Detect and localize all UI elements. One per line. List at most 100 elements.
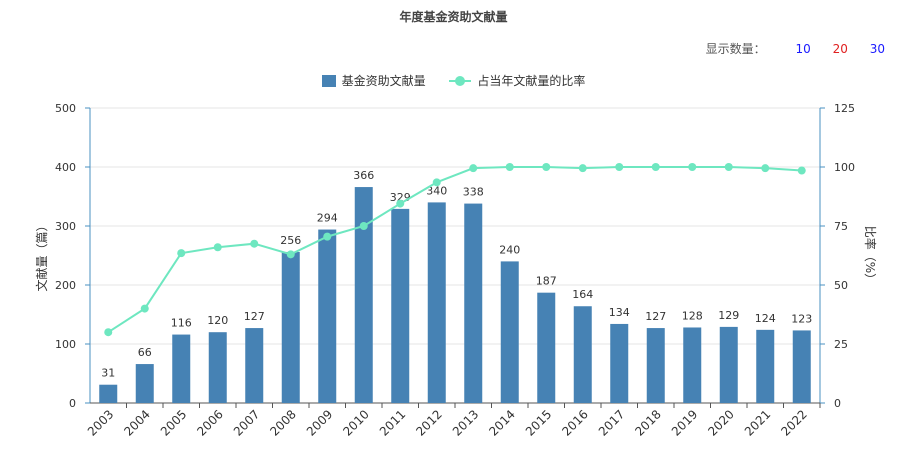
y-left-tick-label: 200: [55, 279, 76, 292]
bar-data-label: 134: [609, 306, 630, 319]
bar-data-label: 31: [101, 367, 115, 380]
ratio-point: [542, 163, 551, 171]
bar-data-label: 127: [645, 310, 666, 323]
ratio-point: [213, 243, 222, 252]
display-count-option-30[interactable]: 30: [869, 42, 885, 56]
bar-data-label: 187: [536, 275, 557, 288]
bar: [427, 202, 446, 403]
ratio-point: [250, 239, 259, 248]
y-left-axis-title: 文献量（篇）: [34, 219, 49, 291]
legend-line-label: 占当年文献量的比率: [477, 74, 586, 88]
ratio-point: [140, 304, 149, 313]
chart-legend: 基金资助文献量 占当年文献量的比率: [0, 72, 907, 89]
x-tick-label: 2015: [523, 407, 554, 438]
bar-data-label: 338: [463, 186, 484, 199]
bar: [391, 208, 410, 403]
bar: [719, 326, 738, 403]
bar: [683, 327, 702, 403]
bar-data-label: 123: [791, 312, 812, 325]
display-count-label: 显示数量：: [705, 42, 766, 56]
x-tick-label: 2005: [158, 407, 189, 438]
y-right-tick-label: 100: [834, 161, 855, 174]
x-tick-label: 2012: [413, 407, 444, 438]
ratio-point: [359, 222, 368, 230]
legend-item-bar[interactable]: 基金资助文献量: [321, 72, 426, 89]
x-tick-label: 2016: [559, 407, 590, 438]
x-tick-label: 2010: [340, 407, 371, 438]
x-tick-label: 2021: [742, 407, 773, 438]
bar-data-label: 366: [353, 169, 374, 182]
ratio-point: [505, 163, 514, 171]
x-tick-label: 2020: [705, 407, 736, 438]
y-right-tick-label: 75: [834, 220, 848, 233]
ratio-point: [104, 328, 113, 337]
x-tick-label: 2018: [632, 407, 663, 438]
bar: [281, 251, 300, 403]
bar: [756, 329, 775, 403]
x-tick-label: 2004: [121, 407, 152, 438]
x-tick-label: 2006: [194, 407, 225, 438]
legend-line-swatch: [449, 75, 472, 87]
x-tick-label: 2014: [486, 407, 517, 438]
bar: [354, 187, 373, 403]
bar: [537, 292, 556, 403]
x-tick-label: 2003: [85, 407, 116, 438]
ratio-point: [615, 163, 624, 171]
ratio-point: [797, 166, 806, 175]
chart-title: 年度基金资助文献量: [399, 10, 508, 24]
y-right-tick-label: 0: [834, 397, 841, 410]
bar: [99, 384, 118, 403]
display-count-control: 显示数量： 10 20 30: [706, 40, 885, 57]
y-right-tick-label: 50: [834, 279, 848, 292]
bar-data-label: 127: [244, 310, 265, 323]
ratio-point: [396, 199, 405, 208]
x-tick-label: 2013: [450, 407, 481, 438]
ratio-point: [469, 164, 478, 173]
ratio-point: [177, 249, 186, 258]
bar: [792, 330, 811, 403]
y-right-tick-label: 25: [834, 338, 848, 351]
bar: [573, 306, 592, 403]
ratio-point: [432, 178, 441, 187]
x-tick-label: 2009: [304, 407, 335, 438]
x-tick-label: 2007: [231, 407, 262, 438]
ratio-point: [724, 163, 733, 171]
ratio-point: [578, 164, 587, 173]
bar-data-label: 240: [499, 243, 520, 256]
bar-data-label: 294: [317, 212, 338, 225]
bar: [172, 334, 191, 403]
bar-data-label: 128: [682, 309, 703, 322]
bar: [500, 261, 519, 403]
bar-data-label: 164: [572, 288, 593, 301]
legend-bar-swatch: [321, 75, 336, 87]
ratio-point: [286, 250, 295, 259]
y-left-tick-label: 300: [55, 220, 76, 233]
bar-data-label: 340: [426, 184, 447, 197]
x-tick-label: 2022: [778, 407, 809, 438]
bar: [646, 328, 665, 403]
bar: [610, 323, 629, 403]
x-tick-label: 2011: [377, 407, 408, 438]
y-left-tick-label: 400: [55, 161, 76, 174]
y-right-axis-title: 比率（%）: [863, 226, 878, 285]
bar-data-label: 129: [718, 309, 739, 322]
bar-data-label: 120: [207, 314, 228, 327]
legend-item-line[interactable]: 占当年文献量的比率: [449, 72, 585, 89]
display-count-option-20[interactable]: 20: [832, 42, 848, 56]
ratio-line: [107, 166, 802, 334]
y-left-tick-label: 500: [55, 102, 76, 115]
y-left-tick-label: 100: [55, 338, 76, 351]
bar: [245, 328, 264, 403]
bar: [318, 229, 337, 403]
x-tick-label: 2008: [267, 407, 298, 438]
bar-data-label: 66: [138, 346, 152, 359]
y-left-tick-label: 0: [69, 397, 76, 410]
x-tick-label: 2017: [596, 407, 627, 438]
bar-data-label: 124: [755, 312, 776, 325]
bar: [208, 332, 227, 403]
x-tick-label: 2019: [669, 407, 700, 438]
bar: [464, 203, 483, 403]
display-count-option-10[interactable]: 10: [795, 42, 811, 56]
bar-data-label: 256: [280, 234, 301, 247]
